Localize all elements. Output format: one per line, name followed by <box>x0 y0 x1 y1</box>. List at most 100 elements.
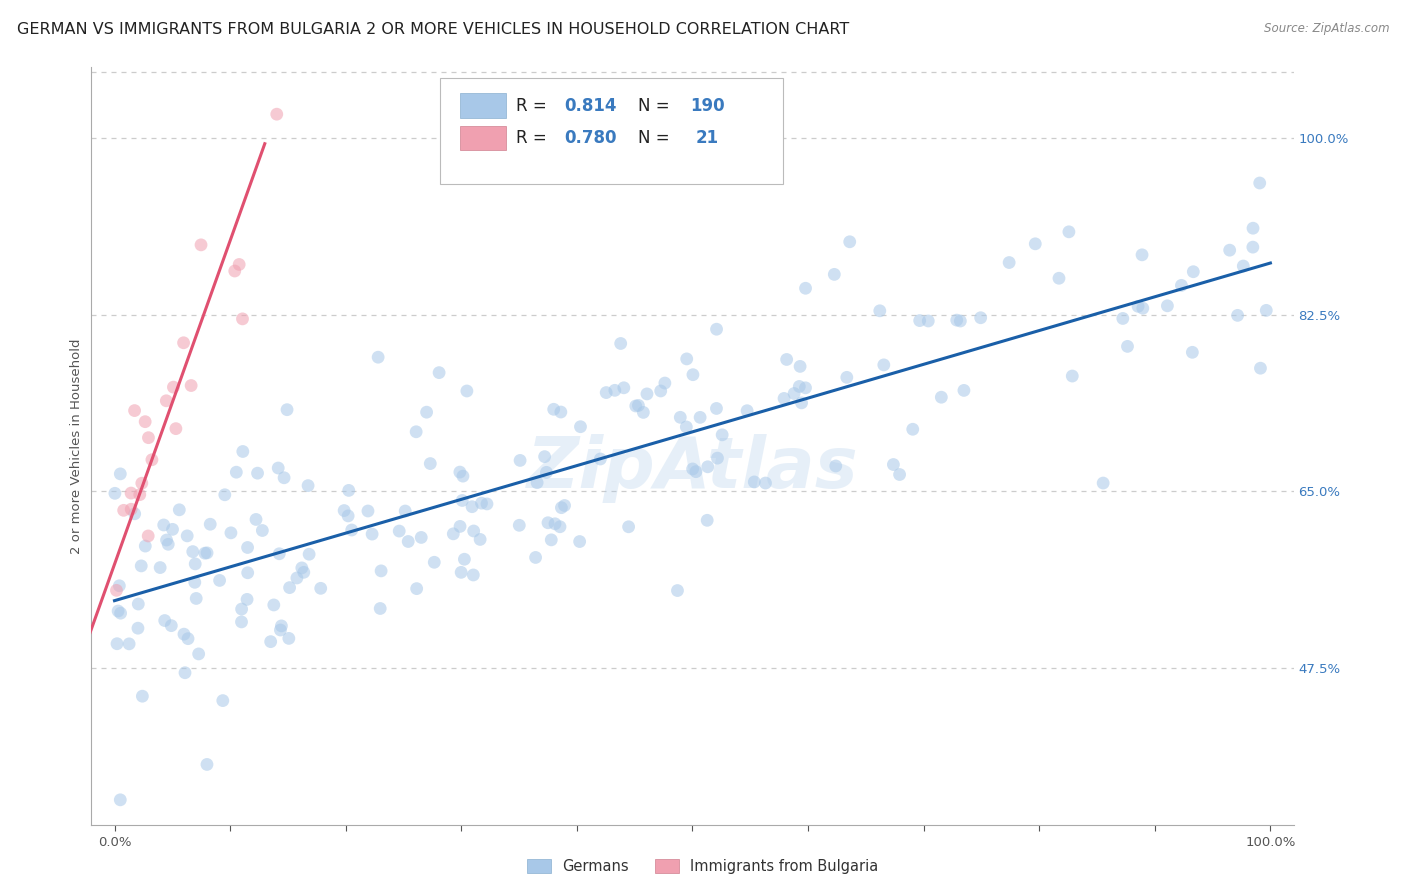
Point <box>450 566 472 580</box>
Point <box>451 469 474 483</box>
Text: Source: ZipAtlas.com: Source: ZipAtlas.com <box>1264 22 1389 36</box>
Legend: Germans, Immigrants from Bulgaria: Germans, Immigrants from Bulgaria <box>522 854 884 880</box>
Point <box>685 465 707 479</box>
Point <box>711 427 734 442</box>
Point <box>595 385 617 400</box>
Point <box>105 637 128 651</box>
Point <box>463 524 485 538</box>
Point <box>219 525 242 540</box>
Point <box>108 579 131 593</box>
Point <box>162 522 184 536</box>
Point <box>624 399 647 413</box>
Point <box>1182 265 1205 279</box>
Point <box>742 475 765 489</box>
Point <box>141 452 163 467</box>
Point <box>134 539 156 553</box>
Text: R =: R = <box>516 129 551 147</box>
Point <box>1241 240 1264 254</box>
Point <box>337 483 360 498</box>
Point <box>155 393 177 408</box>
Point <box>787 379 810 393</box>
Point <box>270 619 292 633</box>
Point <box>675 420 697 434</box>
Point <box>613 381 636 395</box>
Point <box>838 235 860 249</box>
Point <box>449 519 471 533</box>
Point <box>568 534 591 549</box>
Point <box>388 524 411 538</box>
Point <box>267 461 290 475</box>
Point <box>554 499 576 513</box>
Point <box>411 531 433 545</box>
Point <box>309 582 332 596</box>
Point <box>453 552 475 566</box>
Point <box>706 451 728 466</box>
Point <box>456 384 478 398</box>
Point <box>211 693 233 707</box>
Point <box>1112 311 1135 326</box>
Point <box>998 255 1021 269</box>
Point <box>1170 278 1192 293</box>
Text: 0.780: 0.780 <box>564 129 616 147</box>
Point <box>361 527 384 541</box>
Point <box>186 591 208 606</box>
Point <box>603 384 626 398</box>
Point <box>1226 309 1249 323</box>
Point <box>127 597 149 611</box>
Point <box>776 352 799 367</box>
Point <box>901 422 924 436</box>
Point <box>706 322 728 336</box>
Point <box>1156 299 1178 313</box>
Point <box>1232 259 1254 273</box>
Point <box>394 504 416 518</box>
Point <box>650 384 672 398</box>
Point <box>969 310 991 325</box>
Point <box>333 503 356 517</box>
Point <box>357 504 380 518</box>
FancyBboxPatch shape <box>440 78 783 185</box>
Point <box>208 574 231 588</box>
Point <box>1130 248 1153 262</box>
Point <box>1181 345 1204 359</box>
Point <box>415 405 437 419</box>
Point <box>298 547 321 561</box>
Point <box>187 647 209 661</box>
Point <box>419 457 441 471</box>
Point <box>1047 271 1070 285</box>
Point <box>544 516 567 531</box>
Point <box>107 604 129 618</box>
Point <box>292 566 315 580</box>
Point <box>269 547 291 561</box>
Y-axis label: 2 or more Vehicles in Household: 2 or more Vehicles in Household <box>70 338 83 554</box>
Point <box>277 632 299 646</box>
Point <box>524 550 547 565</box>
Point <box>405 582 427 596</box>
Point <box>157 537 180 551</box>
Point <box>173 335 195 350</box>
Point <box>195 757 218 772</box>
Point <box>173 627 195 641</box>
Text: 0.814: 0.814 <box>564 96 616 114</box>
Text: R =: R = <box>516 96 551 114</box>
Point <box>1241 221 1264 235</box>
Point <box>508 518 530 533</box>
Point <box>540 533 562 547</box>
Point <box>794 281 817 295</box>
Point <box>245 512 267 526</box>
Point <box>169 503 191 517</box>
Point <box>869 303 891 318</box>
Point <box>396 534 419 549</box>
Point <box>636 387 658 401</box>
Point <box>889 467 911 482</box>
Point <box>214 488 236 502</box>
Point <box>682 462 704 476</box>
Point <box>589 452 612 467</box>
Point <box>236 541 259 555</box>
Point <box>696 459 718 474</box>
Point <box>754 476 776 491</box>
Point <box>131 476 153 491</box>
Text: 190: 190 <box>690 96 724 114</box>
Point <box>340 523 363 537</box>
Point <box>461 500 484 514</box>
Point <box>225 465 247 479</box>
